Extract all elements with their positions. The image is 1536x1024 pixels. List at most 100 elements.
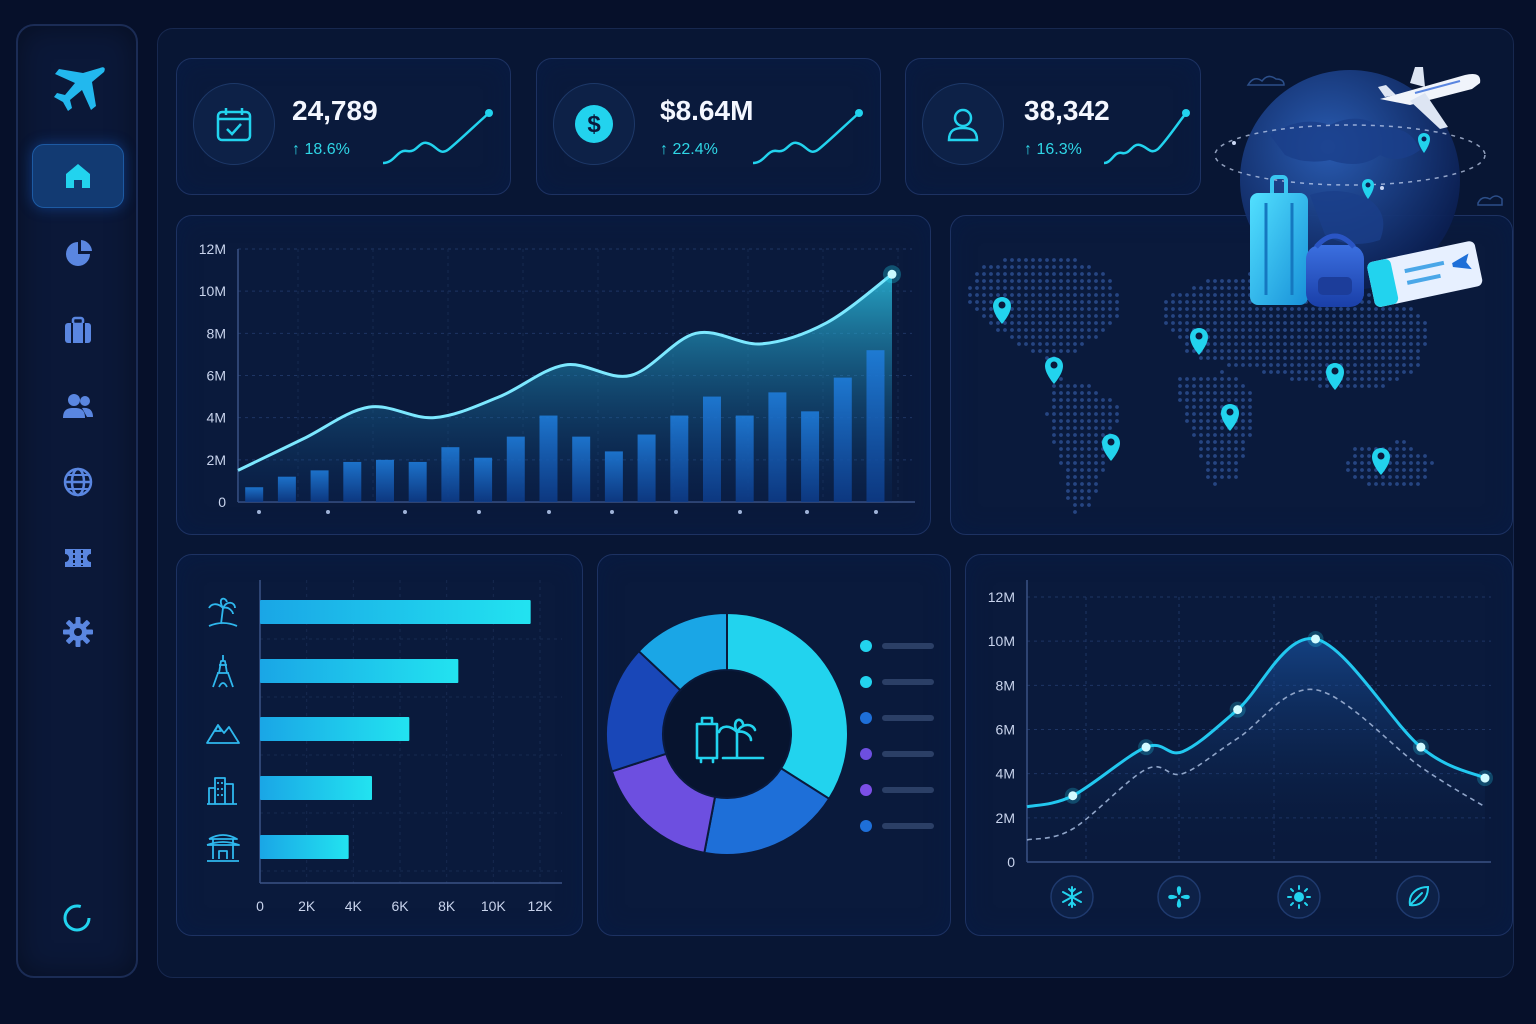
x-tick-dot bbox=[547, 510, 551, 514]
sparkline bbox=[1103, 109, 1190, 165]
legend-marker bbox=[860, 784, 872, 796]
sparkline bbox=[752, 109, 863, 165]
map-pin-icon bbox=[1418, 133, 1430, 153]
y-tick-label: 2M bbox=[207, 452, 226, 468]
x-tick-dot bbox=[477, 510, 481, 514]
sidebar-item-briefcase[interactable] bbox=[32, 298, 124, 362]
x-tick-dot bbox=[674, 510, 678, 514]
y-tick-label: 6M bbox=[207, 368, 226, 384]
sidebar-item-ticket[interactable] bbox=[32, 526, 124, 590]
leaf-icon bbox=[1396, 875, 1440, 919]
map-pin-icon bbox=[1190, 328, 1208, 355]
map-pin-icon bbox=[1326, 363, 1344, 390]
legend-marker bbox=[860, 676, 872, 688]
sparkline bbox=[382, 109, 493, 165]
x-tick-dot bbox=[326, 510, 330, 514]
sidebar-item-pie-chart[interactable] bbox=[32, 222, 124, 286]
sidebar-item-home[interactable] bbox=[32, 144, 124, 208]
map-pin-icon bbox=[1221, 404, 1239, 431]
bar bbox=[801, 411, 820, 502]
bar bbox=[637, 434, 656, 502]
dollar-icon: $ bbox=[553, 83, 635, 165]
legend-placeholder bbox=[882, 751, 934, 757]
kpi-change: ↑ 16.3% bbox=[1024, 141, 1082, 158]
y-tick-label: 10M bbox=[199, 283, 226, 299]
bar bbox=[768, 392, 787, 502]
bar bbox=[441, 447, 460, 502]
bar bbox=[735, 415, 754, 502]
area-fill bbox=[238, 274, 892, 502]
kpi-change: ↑ 22.4% bbox=[660, 141, 718, 158]
sidebar-item-users[interactable] bbox=[32, 374, 124, 438]
x-tick-dot bbox=[403, 510, 407, 514]
bar bbox=[260, 600, 531, 624]
x-tick-label: 4K bbox=[345, 898, 363, 914]
bar bbox=[260, 717, 410, 741]
y-tick-label: 4M bbox=[996, 766, 1015, 782]
palm-tree-icon bbox=[208, 597, 238, 627]
kpi-value: 24,789 bbox=[292, 95, 378, 126]
y-tick-label: 8M bbox=[996, 677, 1015, 693]
luggage-palm-icon bbox=[695, 716, 765, 764]
legend-marker bbox=[860, 712, 872, 724]
point bbox=[1416, 742, 1426, 752]
arrow-up-icon: ↑ bbox=[660, 141, 673, 158]
sidebar-item-gear[interactable] bbox=[32, 600, 124, 664]
home-icon bbox=[66, 164, 90, 188]
bar bbox=[670, 415, 689, 502]
legend-placeholder bbox=[882, 643, 934, 649]
trip-types-card bbox=[597, 554, 951, 936]
y-tick-label: 2M bbox=[996, 810, 1015, 826]
bar bbox=[375, 459, 394, 502]
map-pin-icon bbox=[1045, 357, 1063, 384]
map-pin-icon bbox=[1362, 179, 1374, 199]
kpi-card-revenue[interactable]: $ $8.64M ↑ 22.4% bbox=[536, 58, 881, 195]
x-tick-dot bbox=[257, 510, 261, 514]
y-tick-label: 12M bbox=[199, 241, 226, 257]
bar bbox=[260, 776, 372, 800]
legend-placeholder bbox=[882, 715, 934, 721]
x-tick-label: 8K bbox=[438, 898, 456, 914]
calendar-check-icon bbox=[193, 83, 275, 165]
y-tick-label: 8M bbox=[207, 325, 226, 341]
arrow-up-icon: ↑ bbox=[1024, 141, 1037, 158]
x-tick-label: 10K bbox=[481, 898, 507, 914]
pagoda-icon bbox=[206, 834, 240, 862]
y-tick-label: 12M bbox=[988, 589, 1015, 605]
y-tick-label: 0 bbox=[1007, 854, 1015, 870]
seasonal-line-chart[interactable]: 0 2M 4M 6M 8M 10M 12M bbox=[966, 555, 1514, 937]
kpi-card-bookings[interactable]: 24,789 ↑ 18.6% bbox=[176, 58, 511, 195]
x-tick-dot bbox=[805, 510, 809, 514]
bar bbox=[702, 396, 721, 502]
sidebar-item-globe[interactable] bbox=[32, 450, 124, 514]
kpi-value: $8.64M bbox=[660, 95, 754, 126]
series-line bbox=[1026, 637, 1486, 809]
airplane-icon[interactable] bbox=[48, 60, 108, 120]
kpi-value: 38,342 bbox=[1024, 95, 1110, 126]
revenue-area-chart[interactable]: 0 2M 4M 6M 8M 10M 12M bbox=[177, 216, 932, 536]
y-tick-label: 6M bbox=[996, 722, 1015, 738]
trip-types-donut-chart[interactable] bbox=[598, 555, 952, 937]
x-tick-dot bbox=[874, 510, 878, 514]
destinations-bar-chart[interactable]: 0 2K 4K 6K 8K 10K 12K bbox=[177, 555, 584, 937]
area-fill bbox=[1027, 638, 1485, 862]
kpi-card-travelers[interactable]: 38,342 ↑ 16.3% bbox=[905, 58, 1201, 195]
legend-placeholder bbox=[882, 679, 934, 685]
gear-icon bbox=[63, 617, 93, 647]
users-icon bbox=[63, 394, 93, 418]
loading-ring-icon[interactable] bbox=[61, 902, 93, 934]
endpoint-marker bbox=[887, 269, 897, 279]
eiffel-tower-icon bbox=[212, 655, 234, 688]
donut-slice bbox=[726, 611, 849, 801]
bar bbox=[506, 436, 525, 502]
globe-airplane-luggage-ticket-illustration bbox=[1214, 67, 1503, 307]
x-tick-dot bbox=[738, 510, 742, 514]
bar bbox=[866, 350, 885, 502]
city-buildings-icon bbox=[207, 777, 237, 805]
world-map[interactable] bbox=[951, 216, 1513, 535]
sidebar bbox=[16, 24, 138, 978]
bar bbox=[260, 835, 349, 859]
ticket-icon bbox=[1367, 241, 1483, 307]
legend-placeholder bbox=[882, 823, 934, 829]
point bbox=[1480, 773, 1490, 783]
